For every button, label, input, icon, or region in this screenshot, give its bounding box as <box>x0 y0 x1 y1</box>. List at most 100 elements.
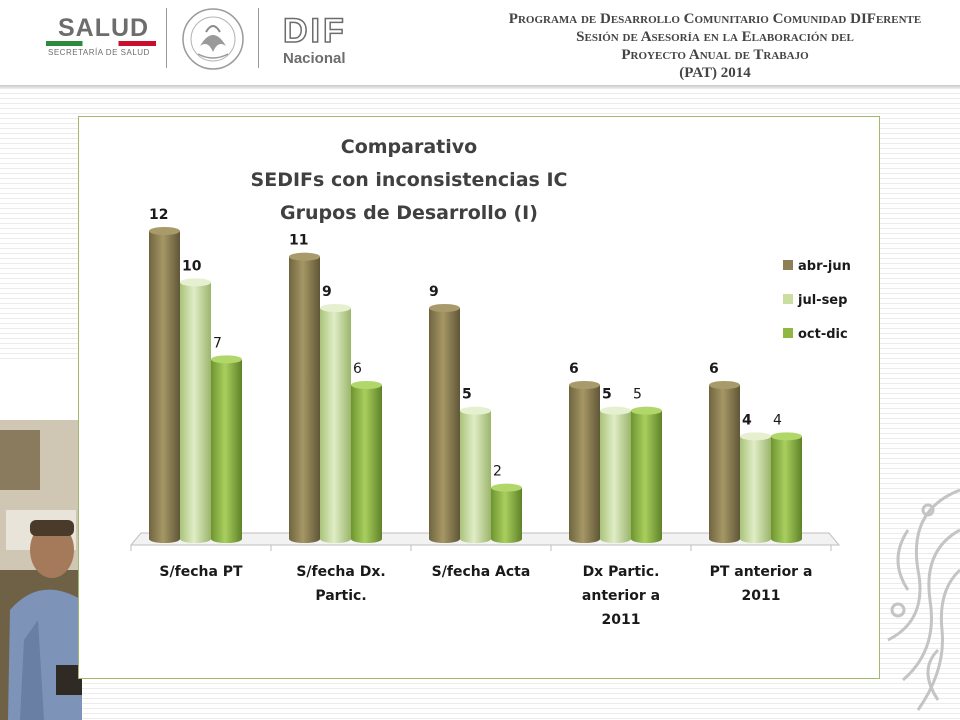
bar-cap <box>320 304 351 312</box>
program-title-line: Proyecto Anual de Trabajo <box>621 47 809 63</box>
bar-body <box>600 410 631 543</box>
data-label-jul-sep: 5 <box>462 387 472 403</box>
category-label: Dx Partic. <box>583 564 660 580</box>
legend-label: abr-jun <box>798 259 851 274</box>
data-label-abr-jun: 9 <box>429 284 439 300</box>
mexican-seal-icon <box>182 8 244 70</box>
chart-category-labels: S/fecha PT S/fecha Dx. Partic. S/fecha Acta… <box>159 564 812 628</box>
bar-cap <box>351 381 382 389</box>
bar-cap <box>460 406 491 415</box>
legend-swatch-oct-dic <box>783 328 793 338</box>
data-label-oct-dic: 5 <box>633 387 642 403</box>
chart-title-line: SEDIFs con inconsistencias IC <box>251 169 568 191</box>
category-label: anterior a <box>582 588 660 604</box>
bar-body <box>211 359 242 543</box>
program-title-line: (PAT) 2014 <box>679 65 751 81</box>
bar-body <box>320 308 351 543</box>
chart-bars <box>149 227 802 543</box>
bar-body <box>631 410 662 543</box>
bar-body <box>180 282 211 543</box>
bar-cap <box>491 483 522 492</box>
bar-oct-dic-0 <box>211 355 242 543</box>
data-label-abr-jun: 6 <box>709 361 719 377</box>
bar-cap <box>709 381 740 389</box>
category-label: 2011 <box>742 588 781 604</box>
bar-cap <box>289 252 320 261</box>
legend-label: oct-dic <box>798 327 848 342</box>
bar-cap <box>429 304 460 312</box>
legend-swatch-abr-jun <box>783 260 793 270</box>
data-label-jul-sep: 9 <box>322 284 332 300</box>
header-divider <box>166 8 167 68</box>
category-label: S/fecha Acta <box>432 564 531 580</box>
bar-abr-jun-4 <box>709 381 740 543</box>
data-label-oct-dic: 4 <box>773 412 782 428</box>
x-axis-ticks <box>130 545 832 551</box>
data-label-abr-jun: 11 <box>289 233 308 249</box>
bar-body <box>289 256 320 543</box>
bar-jul-sep-3 <box>600 406 631 543</box>
bar-jul-sep-1 <box>320 304 351 543</box>
bar-cap <box>600 406 631 415</box>
chart-title-line: Grupos de Desarrollo (I) <box>280 202 538 224</box>
bar-cap <box>631 406 662 415</box>
bar-cap <box>149 227 180 235</box>
dif-logo-subtitle: Nacional <box>283 50 346 67</box>
slide-header: SALUD SECRETARÍA DE SALUD DIF Nacional P… <box>0 0 960 85</box>
bar-body <box>569 385 600 543</box>
community-photo <box>0 360 82 720</box>
chart-legend: abr-jun jul-sep oct-dic <box>783 259 851 342</box>
bar-abr-jun-1 <box>289 252 320 543</box>
salud-logo-subtitle: SECRETARÍA DE SALUD <box>48 48 150 57</box>
program-title-line: Sesión de Asesoría en la Elaboración del <box>576 29 854 45</box>
data-label-oct-dic: 6 <box>353 361 362 377</box>
category-label: PT anterior a <box>710 564 813 580</box>
bar-body <box>149 231 180 543</box>
chart-area: Comparativo SEDIFs con inconsistencias I… <box>78 116 880 679</box>
category-label: S/fecha PT <box>159 564 243 580</box>
bar-jul-sep-2 <box>460 406 491 543</box>
data-label-jul-sep: 5 <box>602 387 612 403</box>
header-divider <box>258 8 259 68</box>
data-label-jul-sep: 4 <box>742 412 752 428</box>
bar-chart: Comparativo SEDIFs con inconsistencias I… <box>129 136 851 628</box>
data-label-abr-jun: 6 <box>569 361 579 377</box>
bar-cap <box>771 432 802 441</box>
bar-oct-dic-3 <box>631 406 662 543</box>
salud-logo-word: SALUD <box>58 14 150 42</box>
bar-oct-dic-4 <box>771 432 802 543</box>
bar-cap <box>569 381 600 389</box>
chart-data-labels: 12 10 7 11 9 6 9 5 2 6 5 5 6 4 4 <box>149 207 782 480</box>
bar-body <box>771 436 802 543</box>
category-label: S/fecha Dx. <box>296 564 385 580</box>
bar-oct-dic-2 <box>491 483 522 543</box>
bar-abr-jun-3 <box>569 381 600 543</box>
bar-body <box>491 487 522 543</box>
bar-cap <box>740 432 771 441</box>
bar-cap <box>211 355 242 364</box>
category-label: Partic. <box>315 588 366 604</box>
bar-jul-sep-4 <box>740 432 771 543</box>
bar-body <box>351 385 382 543</box>
dif-logo-word: DIF <box>282 11 347 51</box>
legend-swatch-jul-sep <box>783 294 793 304</box>
bar-body <box>740 436 771 543</box>
chart-title-line: Comparativo <box>341 136 477 158</box>
data-label-abr-jun: 12 <box>149 207 168 223</box>
bar-jul-sep-0 <box>180 278 211 543</box>
category-label: 2011 <box>602 612 641 628</box>
bar-cap <box>180 278 211 287</box>
bar-body <box>429 308 460 543</box>
data-label-jul-sep: 10 <box>182 258 202 274</box>
bar-body <box>460 410 491 543</box>
salud-logo-flag-bar <box>46 41 156 46</box>
bar-abr-jun-2 <box>429 304 460 543</box>
data-label-oct-dic: 2 <box>493 464 502 480</box>
header-rule <box>0 85 960 89</box>
bar-oct-dic-1 <box>351 381 382 543</box>
program-title-line: Programa de Desarrollo Comunitario Comun… <box>508 11 922 27</box>
bar-body <box>709 385 740 543</box>
bar-abr-jun-0 <box>149 227 180 543</box>
data-label-oct-dic: 7 <box>213 335 222 351</box>
ornament-decoration-icon <box>887 488 960 711</box>
